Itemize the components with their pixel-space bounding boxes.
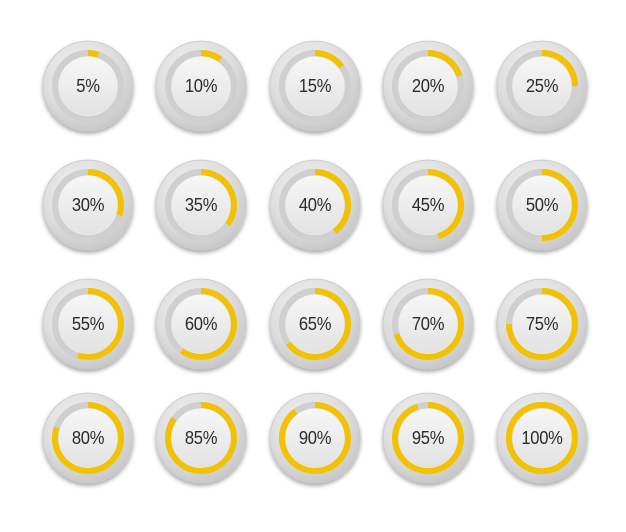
gauge-ring	[496, 40, 588, 132]
gauge-progress-arc	[200, 50, 223, 62]
progress-gauge: 60%	[154, 277, 248, 371]
gauge-face	[398, 294, 458, 354]
gauge-ring	[382, 392, 474, 484]
progress-gauge: 50%	[495, 158, 589, 252]
progress-gauge: 100%	[495, 391, 589, 485]
gauge-face	[58, 56, 118, 116]
gauge-ring	[155, 392, 247, 484]
gauge-progress-arc	[87, 50, 100, 58]
gauge-progress-arc	[165, 402, 237, 474]
gauge-progress-arc	[279, 402, 351, 474]
progress-gauge: 70%	[381, 277, 475, 371]
gauge-progress-arc	[200, 169, 237, 227]
gauge-face	[512, 408, 572, 468]
gauge-face	[58, 175, 118, 235]
gauge-ring	[496, 278, 588, 370]
progress-gauge: 10%	[154, 39, 248, 133]
gauge-ring	[382, 278, 474, 370]
gauge-progress-arc	[285, 288, 351, 360]
progress-gauge: 15%	[268, 39, 362, 133]
gauge-face	[171, 294, 231, 354]
gauge-progress-arc	[393, 288, 464, 360]
gauge-progress-arc	[392, 402, 465, 474]
gauge-ring	[382, 159, 474, 251]
progress-gauge: 20%	[381, 39, 475, 133]
gauge-ring	[42, 392, 134, 484]
gauge-ring	[155, 278, 247, 370]
progress-gauge: 80%	[41, 391, 135, 485]
gauge-ring	[382, 40, 474, 132]
progress-gauge: 65%	[268, 277, 362, 371]
gauge-face	[58, 294, 118, 354]
gauge-ring	[42, 159, 134, 251]
gauge-ring	[269, 159, 361, 251]
gauge-face	[398, 56, 458, 116]
gauge-progress-arc	[427, 169, 464, 240]
gauge-ring	[269, 392, 361, 484]
gauge-progress-arc	[541, 169, 578, 241]
gauge-face	[171, 408, 231, 468]
gauge-ring	[42, 40, 134, 132]
gauge-face	[512, 175, 572, 235]
progress-gauge: 90%	[268, 391, 362, 485]
gauge-progress-arc	[314, 169, 351, 235]
gauge-progress-arc	[76, 288, 125, 360]
progress-gauge: 45%	[381, 158, 475, 252]
gauge-progress-arc	[179, 288, 237, 360]
gauge-face	[171, 175, 231, 235]
progress-gauge: 5%	[41, 39, 135, 133]
gauge-face	[398, 175, 458, 235]
gauge-progress-arc	[52, 402, 124, 474]
gauge-progress-arc	[506, 288, 578, 360]
progress-gauge: 35%	[154, 158, 248, 252]
progress-gauge: 40%	[268, 158, 362, 252]
gauge-ring	[496, 159, 588, 251]
gauge-face	[398, 408, 458, 468]
gauge-ring	[42, 278, 134, 370]
progress-gauge: 25%	[495, 39, 589, 133]
gauge-face	[512, 56, 572, 116]
gauge-face	[285, 56, 345, 116]
gauge-ring	[155, 159, 247, 251]
progress-gauge: 85%	[154, 391, 248, 485]
gauge-face	[285, 294, 345, 354]
gauge-face	[58, 408, 118, 468]
progress-gauge: 55%	[41, 277, 135, 371]
gauge-progress-arc	[314, 50, 345, 69]
progress-gauge: 30%	[41, 158, 135, 252]
gauge-face	[285, 408, 345, 468]
gauge-face	[171, 56, 231, 116]
progress-gauge: 95%	[381, 391, 475, 485]
gauge-progress-arc	[87, 169, 124, 217]
gauge-ring	[269, 40, 361, 132]
gauge-ring	[155, 40, 247, 132]
gauge-progress-arc	[506, 402, 578, 474]
gauge-ring	[269, 278, 361, 370]
gauge-face	[512, 294, 572, 354]
gauge-progress-arc	[541, 50, 578, 87]
gauge-progress-arc	[427, 50, 463, 77]
progress-gauge: 75%	[495, 277, 589, 371]
gauge-ring	[496, 392, 588, 484]
gauge-face	[285, 175, 345, 235]
